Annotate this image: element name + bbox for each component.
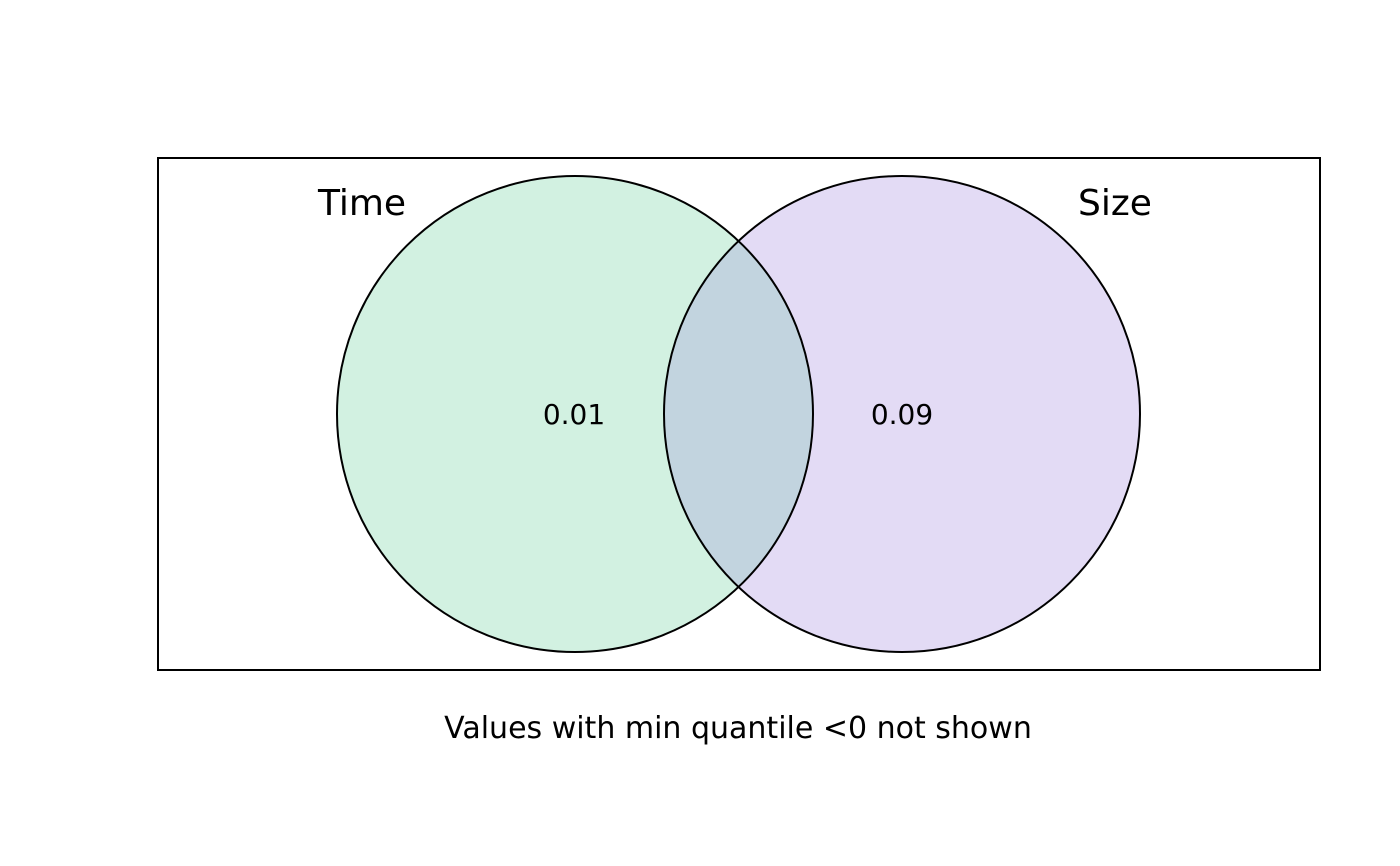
region-value-size: 0.09 <box>871 398 933 431</box>
set-outline-size <box>663 175 1141 653</box>
set-circle-time <box>337 176 813 652</box>
diagram-caption: Values with min quantile <0 not shown <box>444 711 1032 746</box>
set-label-time: Time <box>317 183 406 224</box>
set-label-size: Size <box>1078 183 1152 224</box>
set-circle-size <box>664 176 1140 652</box>
region-value-time: 0.01 <box>543 398 605 431</box>
set-outline-time <box>336 175 814 653</box>
plot-frame <box>157 157 1321 671</box>
